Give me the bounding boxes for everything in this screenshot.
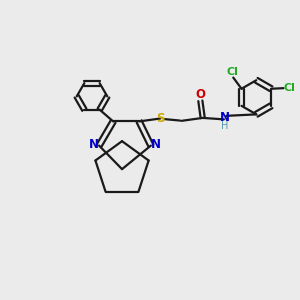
Text: S: S (156, 112, 165, 125)
Text: N: N (89, 138, 99, 151)
Text: Cl: Cl (284, 82, 296, 93)
Text: O: O (195, 88, 205, 101)
Text: H: H (221, 121, 229, 131)
Text: N: N (220, 110, 230, 124)
Text: N: N (151, 138, 160, 151)
Text: Cl: Cl (227, 67, 239, 77)
